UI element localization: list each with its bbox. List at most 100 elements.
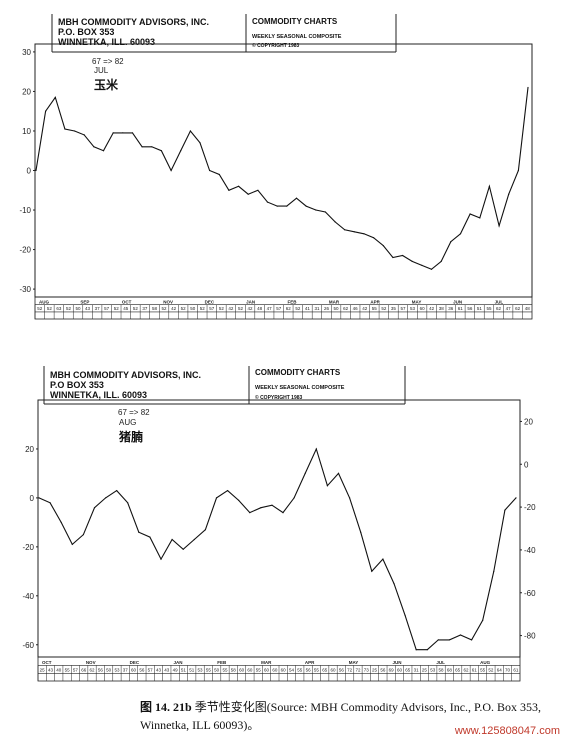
chart-1-week-value: 57	[104, 306, 110, 311]
chart-1-series-line	[35, 87, 529, 270]
chart-1-data-point	[122, 132, 124, 134]
chart-1-y-tick-label: -30	[19, 285, 31, 294]
chart-1-data-point	[102, 150, 105, 152]
chart-2-month-label: JUL	[436, 660, 445, 665]
chart-1-data-point	[324, 211, 326, 213]
chart-1-data-point	[64, 128, 66, 130]
chart-2-week-value: 55	[65, 667, 71, 672]
chart-1-week-value: 52	[381, 306, 387, 311]
chart-1-week-value: 52	[162, 306, 168, 311]
chart-2-month-label: MAR	[261, 660, 272, 665]
chart-1-week-value: 45	[123, 306, 129, 311]
chart-2-week-value: 60	[397, 667, 403, 672]
chart-1-y-tick-label: -10	[19, 206, 31, 215]
chart-2-week-value: 50	[214, 667, 220, 672]
chart-2-week-value: 66	[81, 667, 87, 672]
chart-1-month-label: FEB	[288, 300, 298, 305]
chart-2-week-value: 49	[173, 667, 179, 672]
chart-2: MBH COMMODITY ADVISORS, INC. P.O BOX 353…	[22, 366, 536, 682]
chart-1-data-point	[402, 254, 404, 257]
chart-2-data-point	[127, 502, 129, 504]
chart-2-right-y-tick-label: -20	[524, 503, 536, 512]
chart-2-data-point	[193, 538, 195, 541]
chart-2-data-point	[249, 511, 251, 514]
chart-1-month-label: MAR	[329, 300, 340, 305]
chart-2-data-point	[105, 497, 107, 499]
chart-2-week-value: 31	[414, 667, 420, 672]
chart-2-data-point	[60, 521, 62, 524]
chart-2-week-value: 51	[189, 667, 195, 672]
chart-2-week-value: 60	[331, 667, 337, 672]
chart-1-week-value: 52	[219, 306, 225, 311]
chart-2-month-label: JUN	[393, 660, 402, 665]
chart-2-week-value: 64	[497, 667, 503, 672]
chart-1-data-point	[54, 96, 56, 98]
chart-2-week-value: 55	[314, 667, 320, 672]
chart-1-week-value: 52	[66, 306, 72, 311]
chart-2-data-point	[93, 507, 96, 509]
chart-2-week-value: 62	[463, 667, 469, 672]
watermark: www.125808047.com	[454, 725, 560, 737]
chart-1-week-value: 42	[228, 306, 234, 311]
chart-1-y-tick-label: 0	[27, 167, 32, 176]
chart-2-right-y-tick-label: -80	[524, 632, 536, 641]
chart-1-data-point	[131, 132, 134, 134]
chart-1-week-value: 37	[95, 306, 101, 311]
chart-2-right-y-tick-label: 20	[524, 417, 533, 426]
chart-2-contract: AUG	[119, 418, 136, 427]
chart-2-data-point	[393, 583, 395, 585]
chart-2-month-label: MAY	[349, 660, 359, 665]
chart-2-data-point	[326, 485, 328, 487]
chart-2-data-point	[360, 531, 362, 533]
chart-1-week-value: 56	[467, 306, 473, 311]
chart-1-y-tick-label: 10	[22, 127, 31, 136]
chart-1-week-value: 61	[458, 306, 464, 311]
chart-1-month-label: APR	[370, 300, 380, 305]
chart-1-city: WINNETKA, ILL. 60093	[58, 37, 155, 47]
chart-1-data-point	[392, 256, 394, 259]
chart-1-data-point	[373, 237, 375, 239]
chart-2-week-value: 51	[181, 667, 187, 672]
chart-2-week-value: 25	[422, 667, 428, 672]
chart-2-week-value: 65	[455, 667, 461, 672]
chart-2-month-label: FEB	[217, 660, 227, 665]
chart-2-week-value: 65	[322, 667, 328, 672]
chart-2-data-point	[149, 536, 151, 538]
chart-2-left-y-axis: 20 0 -20 -40 -60	[22, 445, 38, 650]
chart-1-data-point	[382, 245, 384, 247]
chart-2-week-value: 60	[239, 667, 245, 672]
chart-1-week-value: 31	[314, 306, 320, 311]
chart-1-week-value: 58	[152, 306, 158, 311]
chart-2-month-label: AUG	[480, 660, 490, 665]
chart-1-week-value: 57	[400, 306, 406, 311]
chart-2-data-point	[404, 614, 406, 617]
chart-1-week-value: 37	[142, 306, 148, 311]
chart-1-week-strip: AUG SEP OCT NOV DEC JAN FEB MAR APR MAY JUN JUL 52 52…	[34, 296, 533, 320]
caption-text: 季节性变化图(Source: MBH Commodity Advisors, I…	[140, 700, 542, 732]
chart-2-data-point	[337, 472, 340, 474]
chart-2-box: P.O BOX 353	[50, 380, 104, 390]
chart-2-title: 猪腩	[118, 429, 143, 444]
chart-1-data-point	[440, 260, 442, 262]
chart-1-month-label: JAN	[246, 300, 255, 305]
chart-1-month-label: JUL	[495, 300, 504, 305]
chart-2-data-point	[282, 511, 284, 514]
chart-1-data-point	[508, 193, 510, 195]
chart-2-data-point	[116, 490, 118, 492]
chart-1-data-point	[93, 146, 95, 148]
chart-2-week-value: 43	[164, 667, 170, 672]
chart-1-data-point	[189, 130, 191, 132]
chart-2-week-value: 50	[106, 667, 112, 672]
chart-1-week-value: 47	[267, 306, 273, 311]
chart-1-y-tick-label: 20	[22, 87, 31, 96]
chart-2-copyright: © COPYRIGHT 1983	[255, 394, 303, 401]
chart-2-data-point	[415, 649, 417, 651]
chart-2-week-value: 56	[380, 667, 386, 672]
chart-1-data-point	[469, 213, 471, 215]
chart-2-plot-area	[37, 399, 521, 658]
chart-2-week-value: 58	[231, 667, 237, 672]
chart-2-data-point	[71, 543, 73, 546]
chart-2-week-value: 56	[139, 667, 145, 672]
chart-2-data-point	[271, 504, 273, 506]
